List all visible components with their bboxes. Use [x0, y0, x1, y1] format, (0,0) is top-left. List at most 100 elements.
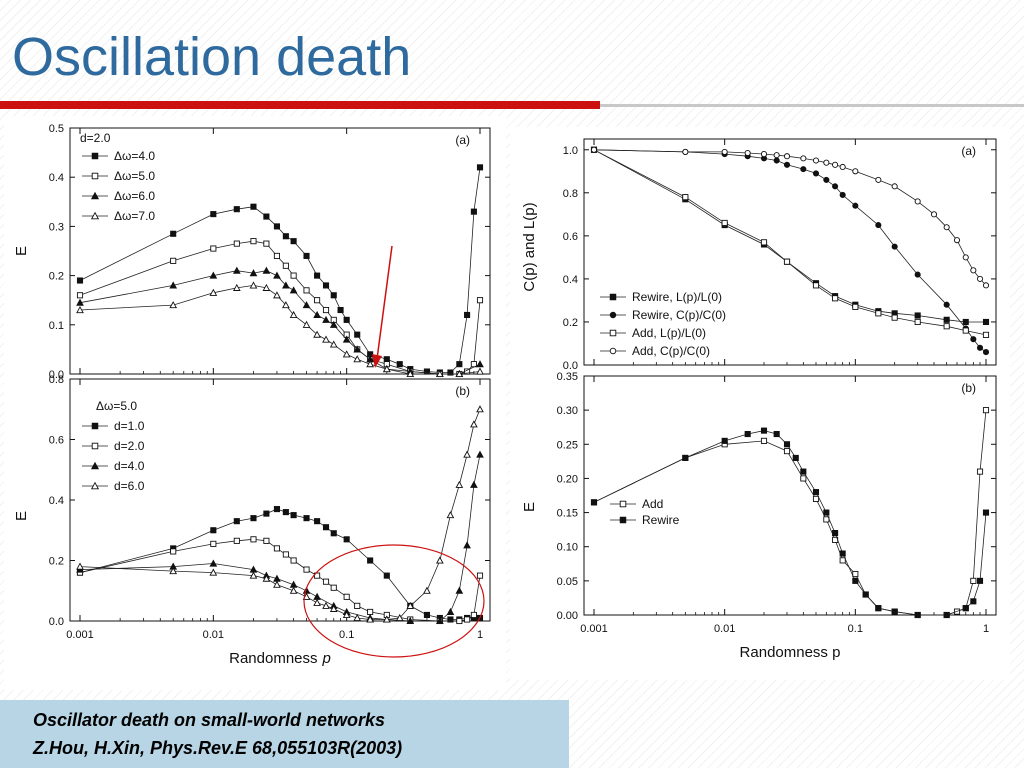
title-accent-rule [0, 101, 600, 109]
data-point [342, 610, 351, 618]
data-point [832, 161, 839, 168]
data-point [76, 305, 84, 314]
data-point [800, 475, 807, 482]
data-point [943, 611, 950, 619]
data-point [970, 267, 977, 274]
data-point [383, 572, 390, 579]
x-axis-label-text: Randomness [229, 650, 317, 667]
data-point [470, 611, 477, 619]
data-point [812, 282, 820, 289]
data-point [303, 566, 310, 573]
data-point [303, 287, 310, 294]
data-point [982, 318, 990, 326]
data-point [366, 615, 375, 623]
legend-label: Rewire [642, 513, 680, 527]
data-point [852, 577, 859, 584]
data-point [343, 593, 350, 600]
data-point [682, 148, 689, 155]
y-tick-label: 0.0 [49, 369, 64, 381]
data-point [839, 191, 846, 199]
data-point [455, 586, 464, 594]
data-point [76, 298, 84, 306]
legend-label: d=1.0 [114, 419, 145, 433]
y-tick-label: 0.05 [557, 576, 578, 588]
y-tick-label: 0.2 [49, 271, 64, 283]
caption-line-1: Oscillator death on small-world networks [33, 710, 386, 730]
data-point [862, 591, 869, 598]
caption-box: Oscillator death on small-world networks… [0, 700, 569, 768]
data-point [760, 427, 768, 434]
data-point [783, 161, 791, 168]
data-point [290, 512, 297, 519]
y-axis-label: E [521, 502, 538, 512]
data-point [290, 557, 297, 564]
y-axis-label: E [13, 246, 30, 256]
x-tick-label: 0.1 [848, 623, 863, 635]
data-point [943, 316, 950, 323]
series-line [79, 284, 481, 375]
legend-label: d=4.0 [114, 459, 145, 473]
data-point [263, 213, 270, 220]
data-point [76, 562, 84, 570]
data-point [812, 489, 820, 496]
data-point [289, 586, 298, 594]
data-point [322, 306, 330, 314]
legend-marker [90, 461, 100, 470]
data-point [914, 271, 921, 278]
data-point [313, 310, 321, 319]
y-axis-label: C(p) and L(p) [521, 202, 538, 291]
legend-marker [609, 293, 617, 301]
data-point [744, 430, 751, 438]
data-point [852, 570, 859, 578]
data-point [800, 155, 807, 162]
data-point [282, 262, 289, 269]
chart-right-a: 0.0 0.2 0.4 0.6 0.8 1.0 C(p) and L(p) (a) Rewire… [521, 138, 997, 372]
y-tick-label: 0.4 [563, 274, 578, 286]
data-point [262, 266, 271, 274]
data-point [463, 541, 471, 549]
data-point [682, 454, 689, 461]
y-tick-label: 0.30 [557, 405, 578, 417]
data-point [395, 613, 404, 622]
data-point [354, 602, 361, 609]
data-point [273, 506, 280, 513]
data-point [456, 617, 463, 625]
panel-label: (a) [961, 144, 976, 158]
x-tick-label: 0.01 [203, 629, 224, 641]
data-point [343, 316, 350, 323]
data-point [773, 430, 780, 438]
data-point [943, 323, 950, 330]
legend-label: Add [642, 497, 663, 511]
data-point [792, 454, 799, 461]
data-point [875, 176, 882, 183]
plot-frame [69, 378, 491, 622]
data-point [455, 369, 464, 378]
data-point [249, 281, 258, 289]
data-point [329, 320, 338, 328]
data-point [970, 598, 977, 605]
data-point [367, 608, 374, 615]
data-point [303, 252, 310, 259]
data-point [800, 468, 807, 475]
data-point [823, 509, 830, 516]
legend-marker [609, 329, 617, 337]
data-point [962, 318, 969, 326]
data-point [976, 468, 984, 475]
plot-frame [69, 127, 491, 375]
x-axis-label-var: p [322, 650, 331, 667]
data-point [282, 301, 290, 309]
data-point [262, 574, 271, 582]
chart-right-b: 0.00 0.05 0.10 0.15 0.20 0.25 0.30 0.35 0.001 0.0… [521, 371, 997, 661]
data-point [976, 344, 984, 351]
data-point [353, 355, 362, 363]
data-point [209, 288, 218, 296]
data-point [982, 331, 990, 338]
x-tick-label: 0.01 [714, 623, 735, 635]
data-point [470, 208, 477, 215]
data-point [436, 556, 444, 564]
red-arrow-head [372, 354, 382, 368]
y-tick-label: 0.3 [49, 221, 64, 233]
y-tick-label: 0.8 [563, 188, 578, 200]
data-point [464, 616, 471, 623]
data-point [914, 611, 921, 619]
